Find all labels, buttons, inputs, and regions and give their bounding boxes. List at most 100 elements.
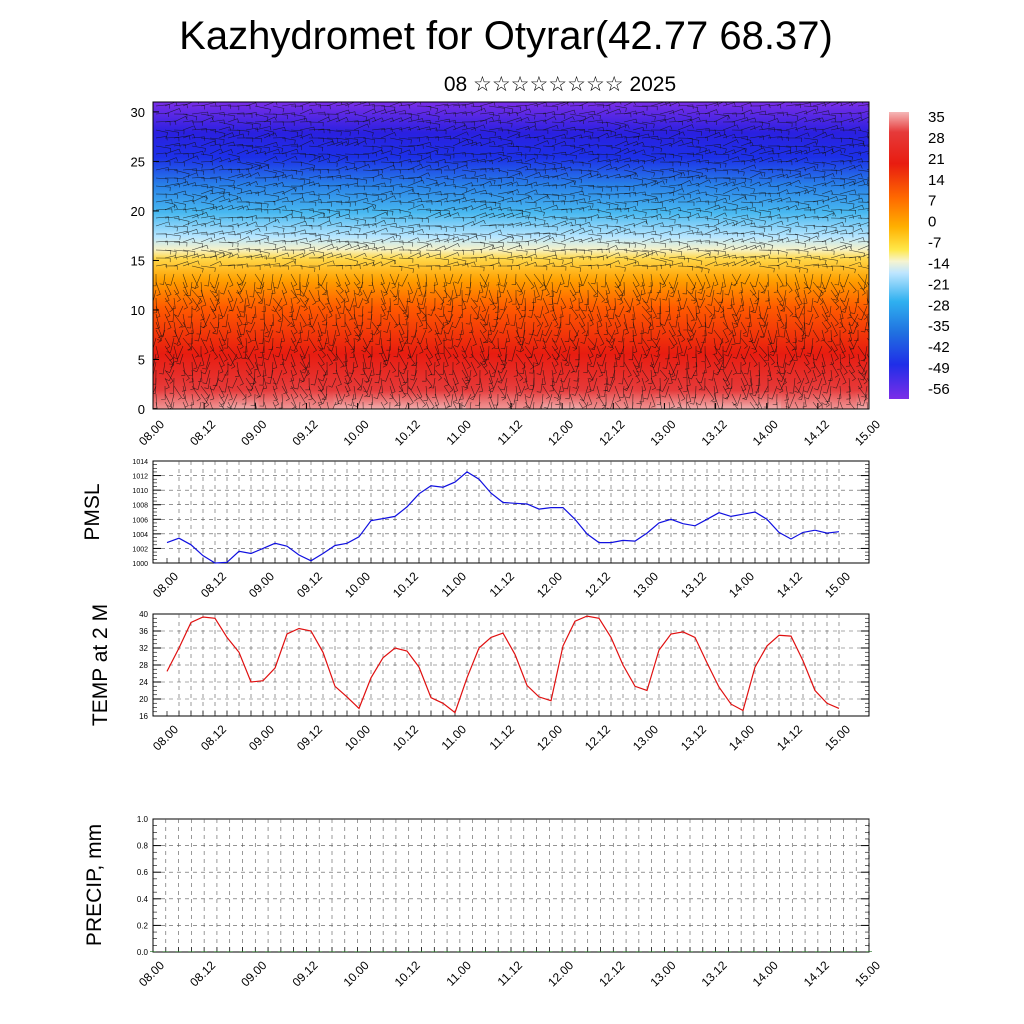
- wind-barb: [596, 209, 611, 218]
- wind-barb: [704, 193, 718, 201]
- wind-barb: [758, 241, 774, 250]
- wind-barb: [386, 297, 391, 313]
- wind-barb: [596, 241, 609, 248]
- wind-barb: [389, 200, 402, 205]
- wind-barb: [488, 177, 502, 183]
- precip-bar: [533, 951, 540, 952]
- wind-barb: [227, 321, 232, 334]
- wind-barb: [209, 345, 218, 360]
- wind-barb: [686, 116, 701, 123]
- wind-barb: [461, 361, 469, 379]
- wind-barb: [218, 305, 224, 320]
- wind-barb: [812, 110, 830, 115]
- wind-barb: [740, 201, 753, 208]
- wind-barb: [722, 337, 733, 353]
- wind-barb: [659, 263, 672, 268]
- wind-barb: [668, 361, 679, 376]
- wind-barb: [713, 262, 729, 267]
- precip-bar: [329, 951, 335, 952]
- wind-barb: [749, 144, 763, 149]
- wind-barb: [672, 345, 679, 359]
- wind-barb: [263, 129, 275, 137]
- wind-barb: [650, 361, 657, 378]
- wind-barb: [173, 190, 187, 195]
- wind-barb: [623, 297, 631, 312]
- wind-barb: [794, 145, 810, 152]
- wind-barb: [785, 127, 798, 132]
- wind-barb: [648, 273, 653, 287]
- wind-barb: [209, 112, 225, 117]
- wind-barb: [812, 289, 824, 306]
- wind-barb: [452, 385, 458, 402]
- wind-barb: [281, 200, 293, 206]
- wind-barb: [278, 393, 284, 409]
- wind-barb: [740, 153, 754, 160]
- wind-barb: [551, 313, 559, 327]
- wind-barb: [758, 177, 772, 183]
- precip-bar: [201, 951, 208, 952]
- wind-barb: [440, 337, 445, 354]
- wind-barb: [551, 216, 568, 221]
- wind-barb: [290, 289, 301, 304]
- wind-barb: [470, 174, 487, 179]
- wind-barb: [335, 353, 345, 368]
- y-tick-label: 1.0: [137, 815, 149, 824]
- wind-barb: [830, 217, 847, 223]
- wind-barb: [470, 329, 477, 346]
- wind-barb: [777, 369, 787, 382]
- wind-barb: [830, 345, 839, 361]
- wind-barb: [705, 241, 718, 246]
- wind-barb: [281, 377, 288, 395]
- wind-barb: [821, 102, 838, 107]
- wind-barb: [767, 168, 784, 173]
- wind-barb: [722, 112, 737, 117]
- wind-barb: [749, 255, 766, 260]
- wind-barb: [335, 137, 350, 144]
- wind-barb: [443, 289, 452, 302]
- wind-barb: [407, 345, 412, 359]
- wind-barb: [182, 401, 187, 409]
- wind-barb: [173, 230, 189, 236]
- wind-barb: [776, 401, 778, 409]
- wind-barb: [560, 153, 577, 160]
- wind-barb: [250, 393, 256, 406]
- wind-barb: [676, 289, 681, 302]
- wind-barb: [695, 128, 710, 133]
- wind-barb: [587, 238, 601, 243]
- x-tick-label: 08.12: [198, 722, 229, 753]
- x-tick-label: 14.00: [750, 417, 781, 448]
- wind-barb: [452, 369, 459, 386]
- wind-barb: [571, 385, 580, 396]
- wind-barb: [812, 345, 823, 361]
- wind-barb: [731, 273, 738, 286]
- wind-barb: [245, 145, 262, 153]
- wind-barb: [776, 257, 793, 263]
- x-tick-label: 12.00: [545, 958, 576, 989]
- wind-barb: [758, 313, 767, 328]
- wind-barb: [416, 217, 429, 223]
- wind-barb: [344, 264, 361, 270]
- wind-barb: [614, 207, 630, 213]
- wind-barb: [263, 141, 278, 147]
- wind-barb: [767, 353, 775, 366]
- wind-barb: [299, 393, 306, 406]
- wind-barb: [209, 237, 226, 243]
- precip-bar: [213, 951, 220, 952]
- wind-barb: [515, 145, 531, 152]
- wind-barb: [497, 153, 512, 162]
- wind-barb: [299, 232, 317, 238]
- wind-barb: [605, 260, 621, 267]
- wind-barb: [191, 253, 206, 259]
- wind-barb: [740, 401, 742, 409]
- precip-bar: [597, 951, 604, 952]
- wind-barb: [856, 401, 859, 409]
- wind-barb: [839, 361, 848, 375]
- wind-barb: [263, 209, 281, 214]
- wind-barb: [469, 321, 474, 334]
- wind-barb: [524, 273, 535, 290]
- wind-barb: [488, 401, 492, 409]
- wind-barb: [191, 244, 209, 251]
- wind-barb: [452, 103, 467, 109]
